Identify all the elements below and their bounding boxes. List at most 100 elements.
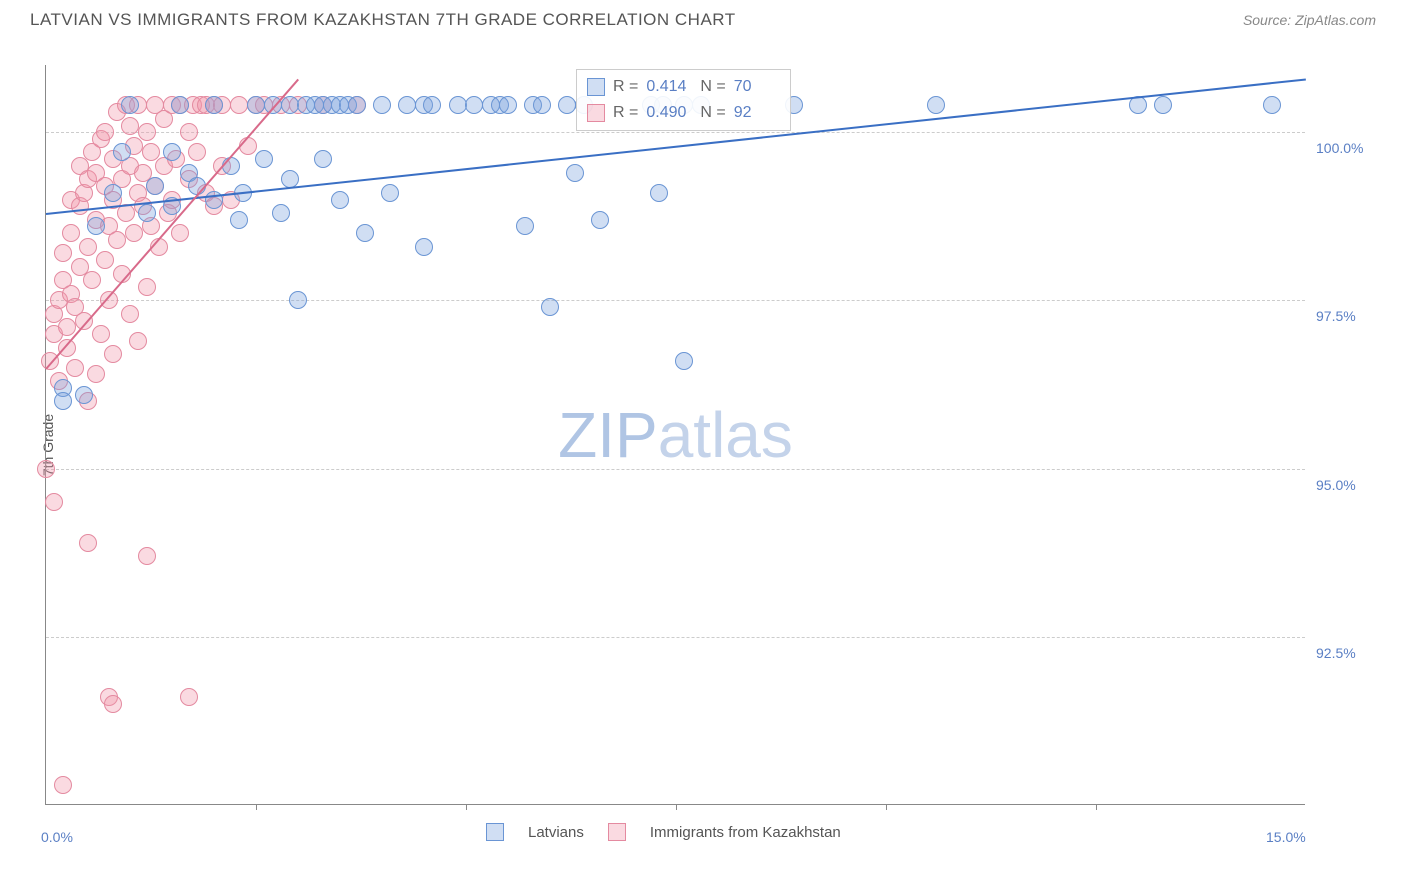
marker-kazakhstan <box>121 117 139 135</box>
marker-latvian <box>398 96 416 114</box>
marker-kazakhstan <box>83 271 101 289</box>
gridline <box>46 132 1305 133</box>
marker-latvian <box>541 298 559 316</box>
marker-latvian <box>499 96 517 114</box>
x-tick <box>886 804 887 810</box>
marker-kazakhstan <box>180 123 198 141</box>
marker-kazakhstan <box>79 238 97 256</box>
marker-kazakhstan <box>104 695 122 713</box>
marker-latvian <box>533 96 551 114</box>
n-value-latvian: 70 <box>734 74 780 100</box>
marker-kazakhstan <box>138 278 156 296</box>
marker-kazakhstan <box>125 224 143 242</box>
marker-latvian <box>927 96 945 114</box>
marker-latvian <box>415 238 433 256</box>
marker-latvian <box>247 96 265 114</box>
marker-latvian <box>558 96 576 114</box>
marker-latvian <box>272 204 290 222</box>
marker-latvian <box>381 184 399 202</box>
n-label: N = <box>700 100 725 126</box>
y-tick-label: 100.0% <box>1316 140 1363 156</box>
marker-latvian <box>348 96 366 114</box>
y-tick-label: 97.5% <box>1316 308 1356 324</box>
marker-latvian <box>566 164 584 182</box>
legend: Latvians Immigrants from Kazakhstan <box>486 823 841 841</box>
marker-latvian <box>1154 96 1172 114</box>
marker-latvian <box>289 291 307 309</box>
marker-latvian <box>465 96 483 114</box>
marker-kazakhstan <box>138 123 156 141</box>
marker-latvian <box>205 191 223 209</box>
gridline <box>46 300 1305 301</box>
chart-container: 7th Grade ZIPatlas 92.5%95.0%97.5%100.0%… <box>45 55 1375 835</box>
marker-kazakhstan <box>79 534 97 552</box>
marker-kazakhstan <box>66 359 84 377</box>
gridline <box>46 637 1305 638</box>
watermark: ZIPatlas <box>558 398 793 472</box>
marker-kazakhstan <box>58 318 76 336</box>
marker-latvian <box>104 184 122 202</box>
marker-latvian <box>146 177 164 195</box>
marker-latvian <box>113 143 131 161</box>
chart-header: LATVIAN VS IMMIGRANTS FROM KAZAKHSTAN 7T… <box>0 0 1406 38</box>
x-tick <box>1096 804 1097 810</box>
marker-kazakhstan <box>138 547 156 565</box>
marker-kazakhstan <box>96 251 114 269</box>
marker-kazakhstan <box>180 688 198 706</box>
marker-latvian <box>356 224 374 242</box>
marker-kazakhstan <box>129 332 147 350</box>
r-value-latvian: 0.414 <box>646 74 692 100</box>
marker-latvian <box>171 96 189 114</box>
marker-latvian <box>449 96 467 114</box>
marker-kazakhstan <box>54 776 72 794</box>
stats-row-latvian: R =0.414N =70 <box>587 74 780 100</box>
marker-latvian <box>230 211 248 229</box>
swatch-latvian <box>587 78 605 96</box>
gridline <box>46 469 1305 470</box>
marker-latvian <box>373 96 391 114</box>
marker-latvian <box>281 96 299 114</box>
marker-kazakhstan <box>108 231 126 249</box>
regression-line-kazakhstan <box>45 79 299 370</box>
marker-latvian <box>423 96 441 114</box>
x-tick <box>256 804 257 810</box>
chart-title: LATVIAN VS IMMIGRANTS FROM KAZAKHSTAN 7T… <box>30 10 736 30</box>
y-tick-label: 92.5% <box>1316 645 1356 661</box>
marker-latvian <box>255 150 273 168</box>
stats-row-kazakhstan: R = 0.490 N = 92 <box>587 100 780 126</box>
marker-latvian <box>87 217 105 235</box>
source-label: Source: ZipAtlas.com <box>1243 12 1376 28</box>
x-tick-label: 0.0% <box>41 829 73 845</box>
marker-kazakhstan <box>171 224 189 242</box>
marker-kazakhstan <box>188 143 206 161</box>
marker-kazakhstan <box>96 123 114 141</box>
marker-latvian <box>222 157 240 175</box>
legend-label-kazakhstan: Immigrants from Kazakhstan <box>650 824 841 841</box>
marker-kazakhstan <box>54 244 72 262</box>
marker-latvian <box>163 143 181 161</box>
y-tick-label: 95.0% <box>1316 477 1356 493</box>
marker-latvian <box>516 217 534 235</box>
stats-box: R =0.414N =70R = 0.490 N = 92 <box>576 69 791 131</box>
marker-latvian <box>591 211 609 229</box>
r-value-kazakhstan: 0.490 <box>646 100 692 126</box>
marker-latvian <box>121 96 139 114</box>
legend-swatch-latvian <box>486 823 504 841</box>
marker-latvian <box>75 386 93 404</box>
marker-latvian <box>675 352 693 370</box>
marker-kazakhstan <box>58 339 76 357</box>
marker-latvian <box>650 184 668 202</box>
n-value-kazakhstan: 92 <box>734 100 780 126</box>
legend-swatch-kazakhstan <box>608 823 626 841</box>
marker-kazakhstan <box>92 325 110 343</box>
marker-latvian <box>314 150 332 168</box>
marker-kazakhstan <box>45 493 63 511</box>
swatch-kazakhstan <box>587 104 605 122</box>
marker-latvian <box>54 392 72 410</box>
marker-kazakhstan <box>230 96 248 114</box>
legend-label-latvian: Latvians <box>528 824 584 841</box>
marker-latvian <box>138 204 156 222</box>
watermark-strong: ZIP <box>558 399 658 471</box>
r-label: R = <box>613 100 638 126</box>
marker-kazakhstan <box>104 345 122 363</box>
